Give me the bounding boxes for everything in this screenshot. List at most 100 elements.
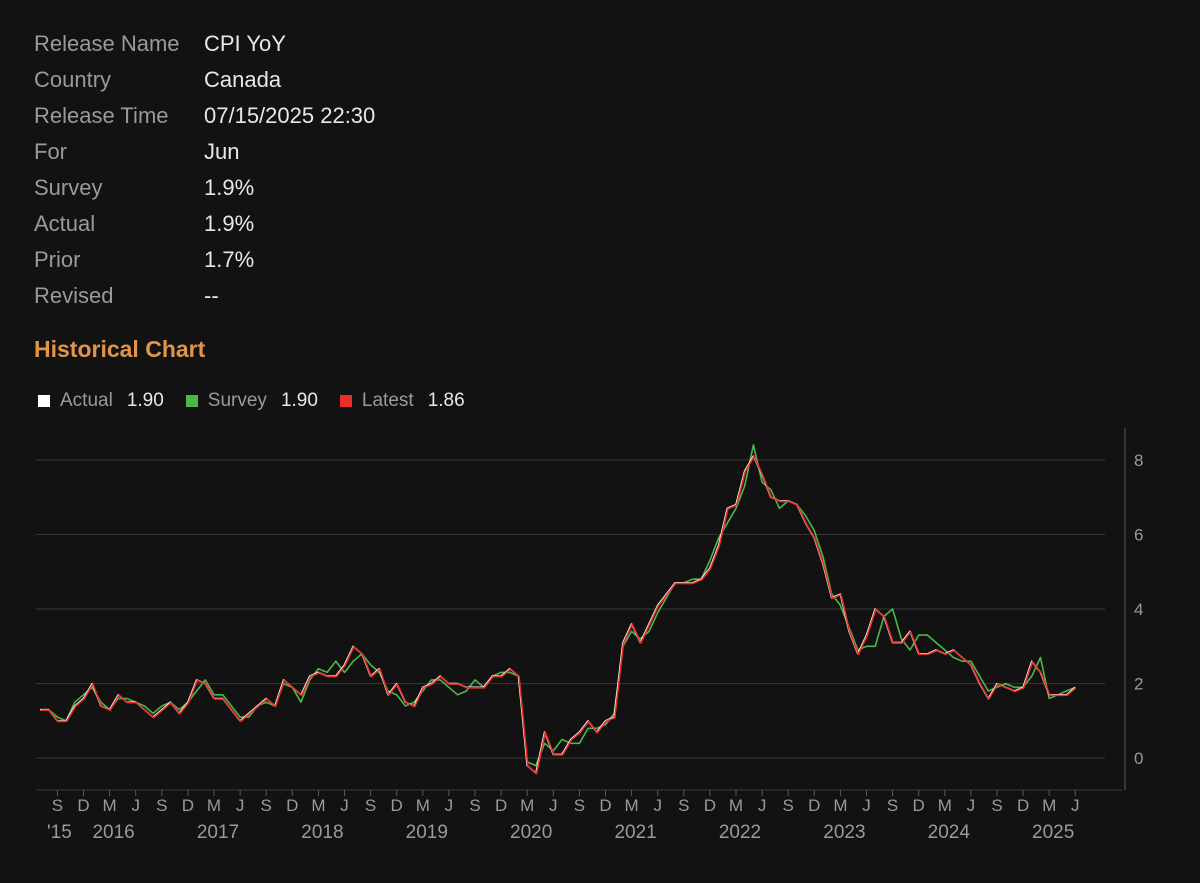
info-label: Release Time bbox=[34, 103, 169, 128]
x-tick-label: J bbox=[340, 796, 349, 815]
x-tick-label: S bbox=[261, 796, 272, 815]
section-title: Historical Chart bbox=[34, 336, 206, 362]
info-row: Release Time 07/15/2025 22:30 bbox=[34, 98, 375, 134]
x-tick-label: D bbox=[1017, 796, 1029, 815]
x-tick-label: J bbox=[1071, 796, 1080, 815]
x-tick-label: J bbox=[967, 796, 976, 815]
x-tick-label: S bbox=[365, 796, 376, 815]
y-tick-label: 4 bbox=[1134, 600, 1143, 619]
x-year-label: 2021 bbox=[614, 822, 656, 843]
x-year-label: 2019 bbox=[406, 822, 448, 843]
x-tick-label: D bbox=[391, 796, 403, 815]
x-tick-label: J bbox=[549, 796, 558, 815]
info-value: 1.7% bbox=[204, 247, 255, 272]
x-tick-label: M bbox=[625, 796, 639, 815]
x-tick-label: D bbox=[182, 796, 194, 815]
legend-name: Survey bbox=[207, 390, 267, 411]
y-tick-label: 2 bbox=[1134, 675, 1143, 694]
x-tick-label: S bbox=[887, 796, 898, 815]
x-tick-label: M bbox=[833, 796, 847, 815]
info-label: Survey bbox=[34, 175, 103, 200]
legend-swatch bbox=[339, 395, 352, 407]
x-tick-label: S bbox=[52, 796, 63, 815]
legend-swatch bbox=[185, 395, 198, 407]
info-row: Revised -- bbox=[34, 278, 375, 314]
x-tick-label: J bbox=[131, 796, 140, 815]
legend-name: Actual bbox=[60, 390, 113, 411]
legend-item-actual[interactable]: Actual 1.90 bbox=[38, 390, 164, 412]
x-year-label: 2024 bbox=[928, 822, 971, 843]
x-tick-label: S bbox=[991, 796, 1002, 815]
x-tick-label: S bbox=[783, 796, 794, 815]
x-tick-label: M bbox=[311, 796, 325, 815]
info-value: -- bbox=[204, 283, 219, 308]
x-tick-label: J bbox=[236, 796, 245, 815]
legend-name: Latest bbox=[361, 390, 414, 411]
x-tick-label: D bbox=[808, 796, 820, 815]
x-year-label: 2020 bbox=[510, 822, 552, 843]
x-tick-label: M bbox=[1042, 796, 1056, 815]
info-label: Revised bbox=[34, 283, 114, 308]
release-info: Release Name CPI YoY Country Canada Release … bbox=[34, 26, 375, 314]
x-tick-label: D bbox=[704, 796, 716, 815]
x-year-label: 2018 bbox=[301, 822, 343, 843]
x-tick-label: J bbox=[653, 796, 662, 815]
series-line-actual bbox=[40, 455, 1076, 774]
x-year-label: 2016 bbox=[92, 822, 134, 843]
x-tick-label: S bbox=[678, 796, 689, 815]
info-row: Release Name CPI YoY bbox=[34, 26, 375, 62]
x-tick-label: D bbox=[913, 796, 925, 815]
info-value: CPI YoY bbox=[204, 31, 286, 56]
info-row: Actual 1.9% bbox=[34, 206, 375, 242]
x-year-label: 2025 bbox=[1032, 822, 1074, 843]
x-tick-label: J bbox=[445, 796, 454, 815]
legend-item-latest[interactable]: Latest 1.86 bbox=[339, 390, 465, 412]
x-year-label: 2023 bbox=[823, 822, 865, 843]
x-tick-label: D bbox=[495, 796, 507, 815]
x-tick-label: D bbox=[599, 796, 611, 815]
info-value: 1.9% bbox=[204, 175, 255, 200]
legend-item-survey[interactable]: Survey 1.90 bbox=[185, 390, 318, 412]
info-label: Country bbox=[34, 67, 112, 92]
series-line-survey bbox=[40, 444, 1076, 767]
info-label: Release Name bbox=[34, 31, 180, 56]
x-year-label: '15 bbox=[47, 822, 72, 843]
legend-value: 1.90 bbox=[280, 390, 318, 411]
info-label: For bbox=[34, 139, 67, 164]
info-row: Country Canada bbox=[34, 62, 375, 98]
x-year-label: 2022 bbox=[719, 822, 761, 843]
y-tick-label: 6 bbox=[1134, 525, 1143, 544]
y-tick-label: 8 bbox=[1134, 451, 1143, 470]
legend-value: 1.86 bbox=[427, 390, 465, 411]
x-tick-label: D bbox=[286, 796, 298, 815]
info-value: 07/15/2025 22:30 bbox=[204, 103, 376, 128]
x-tick-label: S bbox=[469, 796, 480, 815]
x-tick-label: J bbox=[862, 796, 871, 815]
legend-swatch bbox=[38, 395, 50, 407]
x-tick-label: M bbox=[103, 796, 117, 815]
chart-legend: Actual 1.90 Survey 1.90 Latest 1.86 bbox=[38, 390, 487, 412]
info-label: Prior bbox=[34, 247, 81, 272]
x-year-label: 2017 bbox=[197, 822, 239, 843]
x-tick-label: S bbox=[156, 796, 167, 815]
info-label: Actual bbox=[34, 211, 96, 236]
info-row: Survey 1.9% bbox=[34, 170, 375, 206]
x-tick-label: M bbox=[207, 796, 221, 815]
x-tick-label: D bbox=[77, 796, 89, 815]
legend-value: 1.90 bbox=[126, 390, 164, 411]
info-value: Canada bbox=[204, 67, 282, 92]
info-value: Jun bbox=[204, 139, 240, 164]
x-tick-label: J bbox=[758, 796, 767, 815]
x-tick-label: S bbox=[574, 796, 585, 815]
info-value: 1.9% bbox=[204, 211, 255, 236]
info-row: Prior 1.7% bbox=[34, 242, 375, 278]
x-tick-label: M bbox=[416, 796, 430, 815]
y-tick-label: 0 bbox=[1134, 749, 1143, 768]
series-line-latest bbox=[40, 455, 1077, 775]
x-tick-label: M bbox=[729, 796, 743, 815]
x-tick-label: M bbox=[520, 796, 534, 815]
x-tick-label: M bbox=[938, 796, 952, 815]
info-row: For Jun bbox=[34, 134, 375, 170]
